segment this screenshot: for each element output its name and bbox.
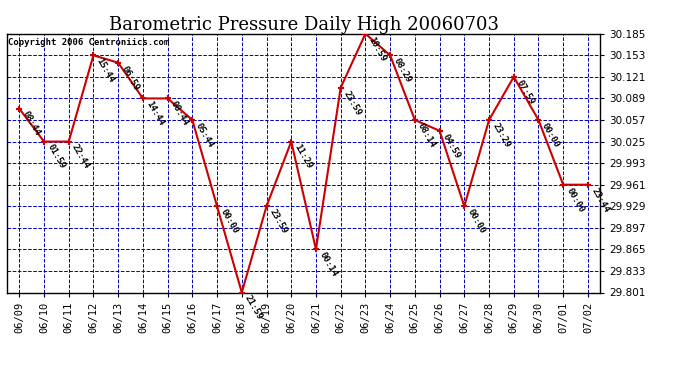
Text: 15:44: 15:44 — [95, 57, 116, 84]
Text: 22:44: 22:44 — [70, 143, 91, 171]
Text: 23:59: 23:59 — [342, 89, 364, 117]
Text: 23:59: 23:59 — [268, 208, 289, 236]
Title: Barometric Pressure Daily High 20060703: Barometric Pressure Daily High 20060703 — [108, 16, 499, 34]
Text: 00:00: 00:00 — [540, 122, 561, 149]
Text: 05:44: 05:44 — [194, 122, 215, 149]
Text: 06:59: 06:59 — [119, 64, 141, 92]
Text: 23:44: 23:44 — [589, 186, 611, 214]
Text: 21:59: 21:59 — [243, 294, 264, 322]
Text: 00:00: 00:00 — [219, 208, 239, 236]
Text: 10:59: 10:59 — [367, 35, 388, 63]
Text: 23:29: 23:29 — [491, 122, 512, 149]
Text: 04:59: 04:59 — [441, 132, 462, 160]
Text: 07:59: 07:59 — [515, 78, 536, 106]
Text: 08:14: 08:14 — [416, 122, 437, 149]
Text: 11:29: 11:29 — [293, 143, 314, 171]
Text: 14:44: 14:44 — [144, 100, 166, 128]
Text: 08:29: 08:29 — [391, 57, 413, 84]
Text: 01:59: 01:59 — [46, 143, 67, 171]
Text: 08:44: 08:44 — [169, 100, 190, 128]
Text: Copyright 2006 Centroniics.com: Copyright 2006 Centroniics.com — [8, 38, 169, 46]
Text: 08:44: 08:44 — [21, 110, 42, 138]
Text: 00:00: 00:00 — [564, 186, 586, 214]
Text: 00:14: 00:14 — [317, 251, 339, 279]
Text: 00:00: 00:00 — [466, 208, 487, 236]
